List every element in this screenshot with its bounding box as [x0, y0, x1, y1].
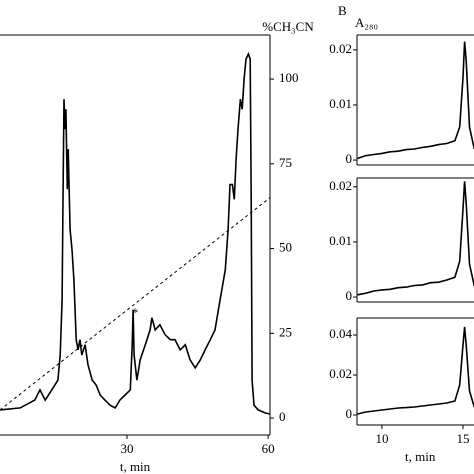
y-tick-label: 0: [346, 288, 353, 303]
y-tick-label: 75: [279, 155, 292, 170]
trace-line: [357, 181, 474, 296]
y-tick-label: 0: [279, 409, 286, 424]
y-axis-label: A₂₈₀: [355, 15, 378, 30]
y-tick-label: 100: [279, 70, 299, 85]
y-tick-label: 0.01: [329, 96, 352, 111]
annotation: *: [132, 305, 139, 320]
y-tick-label: 0: [346, 406, 353, 421]
x-axis-label: t, min: [405, 449, 436, 464]
trace-line: [0, 51, 271, 415]
x-tick-label: 30: [121, 441, 134, 456]
y-tick-label: 25: [279, 324, 292, 339]
x-tick-label: 60: [262, 441, 275, 456]
y-tick-label: 0.02: [329, 41, 352, 56]
y-axis-label: %CH₃CN: [262, 19, 314, 34]
y-tick-label: 0.02: [329, 178, 352, 193]
panel-label: B: [338, 3, 347, 18]
trace-line: [357, 326, 474, 415]
x-tick-label: 15: [456, 431, 469, 446]
x-axis-label: t, min: [120, 459, 151, 474]
y-tick-label: 0.04: [329, 326, 352, 341]
y-tick-label: 0.01: [329, 233, 352, 248]
y-tick-label: 50: [279, 240, 292, 255]
y-tick-label: 0.02: [329, 366, 352, 381]
y-tick-label: 0: [346, 151, 353, 166]
x-tick-label: 10: [375, 431, 388, 446]
gradient-line: [0, 197, 271, 411]
trace-line: [357, 41, 474, 160]
